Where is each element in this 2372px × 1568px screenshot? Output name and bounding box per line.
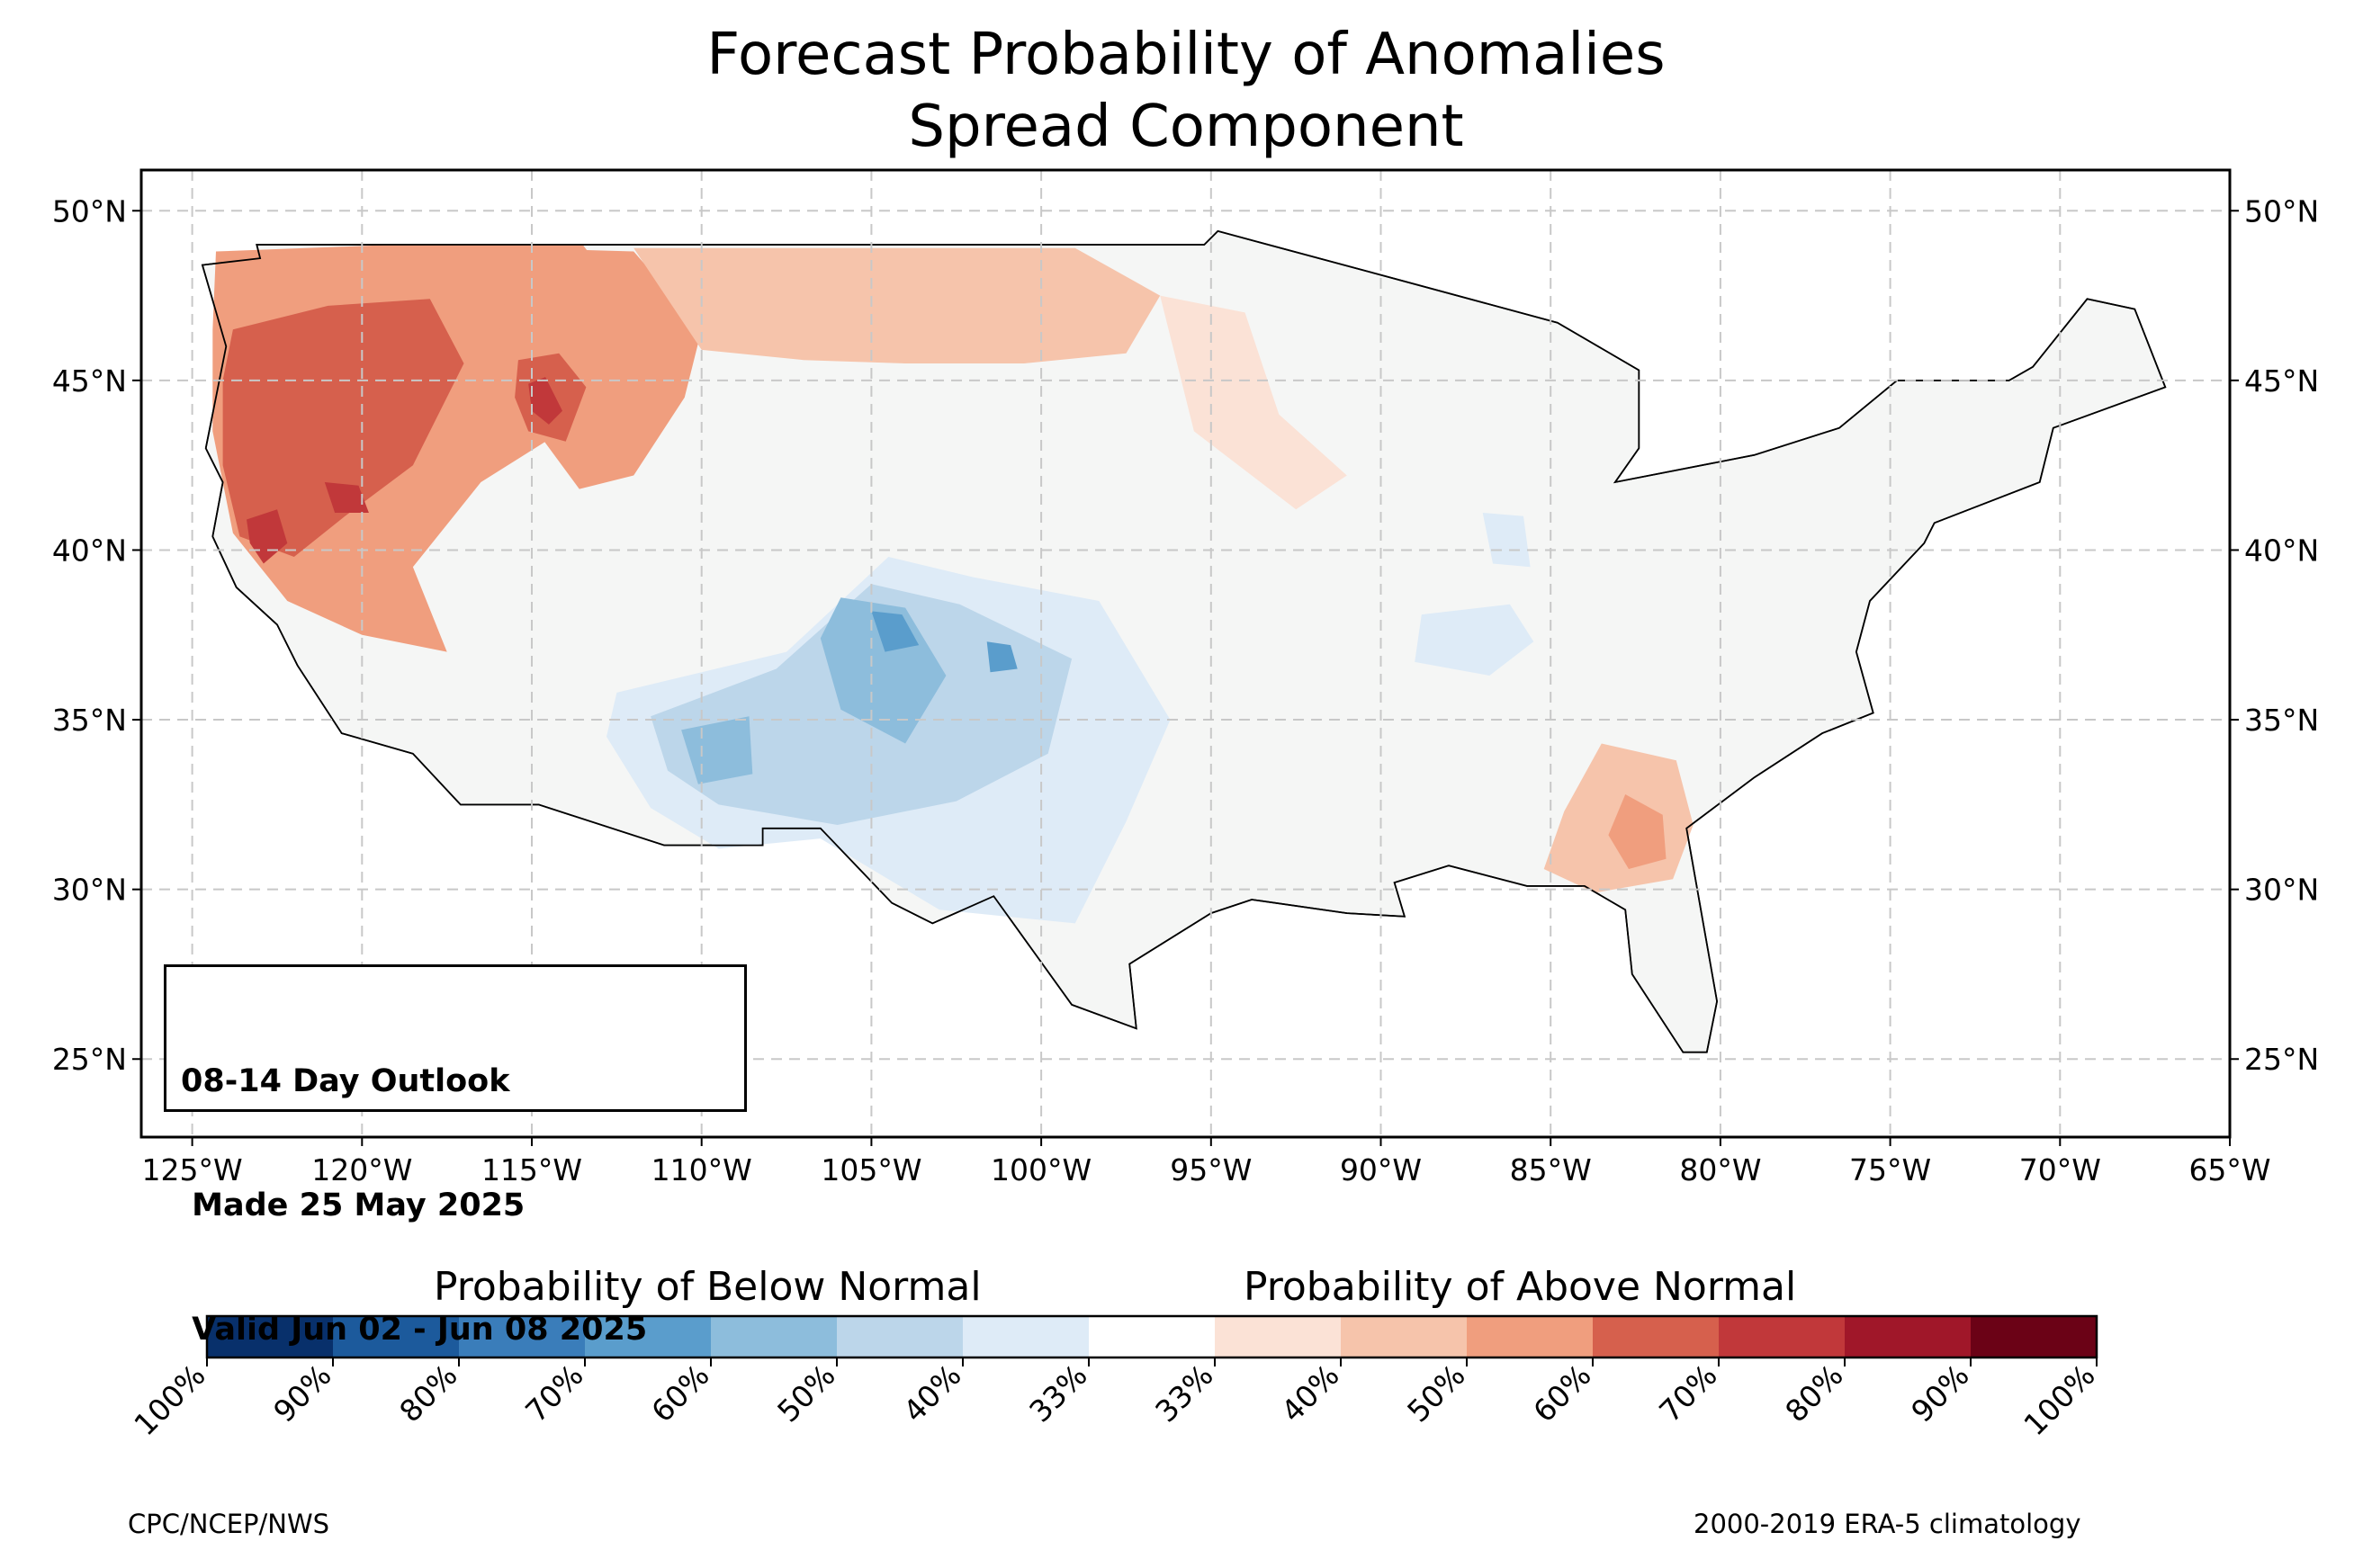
colorbar-tick-label: 50% (1400, 1357, 1471, 1429)
lon-tick-label: 125°W (142, 1152, 243, 1187)
colorbar-frame (205, 1314, 2098, 1359)
lon-tick-label: 110°W (651, 1152, 752, 1187)
lat-tick-label-right: 35°N (2244, 703, 2319, 738)
lat-tick-label-right: 45°N (2244, 363, 2319, 399)
colorbar-swatch (585, 1316, 712, 1357)
lon-tick-label: 80°W (1679, 1152, 1761, 1187)
region-above-3 (324, 482, 369, 513)
lon-tick-label: 85°W (1510, 1152, 1592, 1187)
lon-tick-label: 70°W (2019, 1152, 2101, 1187)
colorbar-swatch (333, 1316, 460, 1357)
colorbar-tick-label: 60% (1526, 1357, 1597, 1429)
longitude-ticks: 125°W 120°W 115°W 110°W 105°W 100°W 95°W 90°W 85… (142, 1137, 2271, 1187)
map-frame (139, 168, 2232, 1139)
region-above-10 (1608, 794, 1667, 869)
colorbar-swatch (837, 1316, 964, 1357)
colorbar-swatch (1341, 1316, 1468, 1357)
colorbar-swatch (711, 1316, 838, 1357)
lat-tick-label-right: 25°N (2244, 1042, 2319, 1077)
lat-tick-label-left: 30°N (52, 873, 127, 908)
footer-credit: CPC/NCEP/NWS (128, 1509, 330, 1539)
lat-tick-label-right: 30°N (2244, 873, 2319, 908)
colorbar-tick-label: 33% (1022, 1357, 1093, 1429)
outlook-period: 08-14 Day Outlook (181, 1063, 510, 1099)
colorbar-swatch (963, 1316, 1090, 1357)
probability-regions (212, 245, 1694, 924)
lat-tick-label-left: 25°N (52, 1042, 127, 1077)
lon-tick-label: 105°W (821, 1152, 921, 1187)
footer-climatology: 2000-2019 ERA-5 climatology (1694, 1509, 2081, 1539)
lon-tick-label: 115°W (481, 1152, 582, 1187)
lat-tick-label-left: 45°N (52, 363, 127, 399)
colorbar-swatch (1593, 1316, 1720, 1357)
lon-tick-label: 75°W (1849, 1152, 1931, 1187)
region-above-6 (528, 377, 562, 425)
region-below-13 (820, 597, 947, 744)
region-above-8 (1160, 295, 1347, 510)
colorbar-tick-label: 33% (1148, 1357, 1219, 1429)
lat-tick-label-left: 35°N (52, 703, 127, 738)
colorbar-tick-label: 70% (1652, 1357, 1723, 1429)
lon-tick-label: 65°W (2188, 1152, 2270, 1187)
colorbar-swatch (207, 1316, 334, 1357)
colorbar-swatch (1215, 1316, 1342, 1357)
lon-tick-label: 120°W (311, 1152, 412, 1187)
colorbar-tick-label: 80% (1778, 1357, 1849, 1429)
lat-tick-label-left: 40°N (52, 533, 127, 568)
colorbar-swatch (1971, 1316, 2098, 1357)
colorbar-swatch (459, 1316, 586, 1357)
colorbar-below-title: Probability of Below Normal (434, 1264, 982, 1310)
colorbar-tick-label: 90% (1904, 1357, 1975, 1429)
lon-tick-label: 95°W (1170, 1152, 1252, 1187)
colorbar-above-title: Probability of Above Normal (1244, 1264, 1797, 1310)
lat-tick-label-right: 50°N (2244, 193, 2319, 228)
colorbar-swatch (1467, 1316, 1594, 1357)
colorbar-tick-label: 40% (1274, 1357, 1345, 1429)
colorbar-swatch (1845, 1316, 1972, 1357)
region-above-1 (222, 299, 464, 557)
lon-tick-label: 100°W (991, 1152, 1092, 1187)
map-title-line-2: Spread Component (908, 94, 1464, 160)
colorbar-tick-label: 100% (2017, 1357, 2101, 1442)
lon-tick-label: 90°W (1340, 1152, 1422, 1187)
map-title-line-1: Forecast Probability of Anomalies (706, 22, 1666, 88)
region-below-14 (681, 716, 753, 784)
lat-tick-label-right: 40°N (2244, 533, 2319, 568)
valid-range: Valid Jun 02 - Jun 08 2025 (181, 1312, 648, 1348)
conus-coastline (201, 229, 2167, 1053)
region-below-17 (1415, 604, 1534, 676)
region-below-16 (986, 641, 1018, 673)
latitude-ticks: 50°N 50°N 45°N 45°N 40°N 40°N 35°N 35°N 30°N 30°N… (52, 193, 2319, 1077)
region-above-7 (633, 247, 1161, 363)
colorbar-tick-label: 50% (770, 1357, 841, 1429)
outlook-info-box: 08-14 Day Outlook Made 25 May 2025 Valid… (164, 964, 747, 1348)
colorbar-swatch (1089, 1316, 1216, 1357)
lat-tick-label-left: 50°N (52, 193, 127, 228)
colorbar-swatch (1719, 1316, 1846, 1357)
made-date: Made 25 May 2025 (181, 1187, 526, 1223)
region-below-15 (871, 611, 920, 652)
region-below-18 (1482, 513, 1531, 568)
colorbar-tick-label: 40% (896, 1357, 967, 1429)
